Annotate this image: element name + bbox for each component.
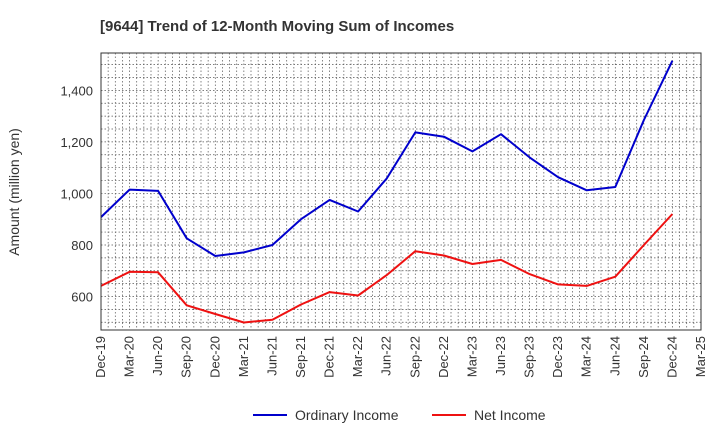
chart-title: [9644] Trend of 12-Month Moving Sum of I… <box>100 18 454 35</box>
x-tick-label: Mar-24 <box>579 336 594 377</box>
x-tick-label: Jun-22 <box>379 336 394 376</box>
y-tick-label: 800 <box>71 238 93 253</box>
x-tick-label: Mar-22 <box>350 336 365 377</box>
x-tick-label: Jun-20 <box>150 336 165 376</box>
y-tick-label: 600 <box>71 290 93 305</box>
x-tick-label: Mar-25 <box>693 336 708 377</box>
x-tick-label: Dec-21 <box>322 336 337 378</box>
grid-lines <box>101 53 701 330</box>
x-tick-label: Mar-20 <box>122 336 137 377</box>
plot-frame <box>100 52 702 331</box>
x-tick-label: Sep-22 <box>407 336 422 378</box>
legend-label: Net Income <box>474 407 546 423</box>
x-tick-label: Dec-22 <box>436 336 451 378</box>
x-tick-label: Sep-24 <box>636 336 651 378</box>
x-tick-label: Jun-21 <box>264 336 279 376</box>
y-tick-label: 1,000 <box>60 186 93 201</box>
series-line-net-income <box>100 213 674 324</box>
x-tick-label: Jun-24 <box>607 336 622 376</box>
y-tick-labels: 600 800 1,000 1,200 1,400 <box>60 83 93 304</box>
legend-label: Ordinary Income <box>295 407 399 423</box>
series-line-ordinary-income <box>100 60 674 257</box>
y-tick-label: 1,200 <box>60 135 93 150</box>
x-tick-labels: Dec-19 Mar-20 Jun-20 Sep-20 Dec-20 Mar-21 Jun-… <box>93 336 708 378</box>
x-tick-label: Dec-24 <box>664 336 679 378</box>
y-tick-label: 1,400 <box>60 83 93 98</box>
x-tick-label: Sep-20 <box>179 336 194 378</box>
x-tick-label: Dec-19 <box>93 336 108 378</box>
x-tick-label: Mar-21 <box>236 336 251 377</box>
x-tick-label: Mar-23 <box>464 336 479 377</box>
series-lines <box>100 60 674 324</box>
x-tick-label: Dec-23 <box>550 336 565 378</box>
legend: Ordinary Income Net Income <box>253 407 546 423</box>
x-tick-label: Sep-23 <box>522 336 537 378</box>
x-tick-label: Jun-23 <box>493 336 508 376</box>
y-axis-label: Amount (million yen) <box>6 128 22 256</box>
x-tick-label: Sep-21 <box>293 336 308 378</box>
x-tick-label: Dec-20 <box>207 336 222 378</box>
